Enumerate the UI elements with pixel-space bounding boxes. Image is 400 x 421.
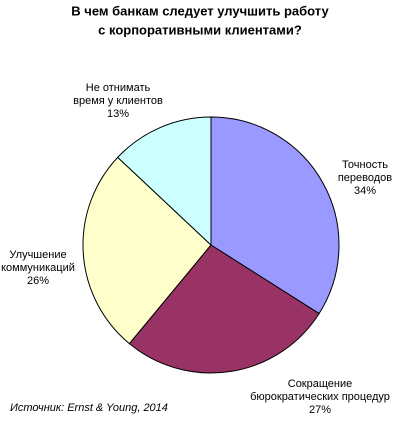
value-label: 13% [107,108,129,120]
pie-slice [116,116,212,247]
value-label: 27% [309,404,331,416]
value-label: 26% [27,275,49,287]
slice-label: время у клиентов [73,95,163,107]
slice-label: бюрократических процедур [250,391,390,403]
pie-slice [82,156,212,345]
slice-label: коммуникаций [1,262,75,274]
slice-label: Не отнимать [86,82,151,94]
slice-label: Улучшение [9,249,66,261]
chart-title: В чем банкам следует улучшить работу [71,3,329,18]
pie-slice [210,116,340,315]
value-label: 34% [354,185,376,197]
chart-title: с корпоративными клиентами? [98,22,302,37]
pie-slice [128,244,320,374]
slice-label: переводов [338,172,392,184]
source: Источник: Ernst & Young, 2014 [10,402,168,414]
slice-label: Сокращение [288,378,353,390]
slice-label: Точность [342,159,388,171]
